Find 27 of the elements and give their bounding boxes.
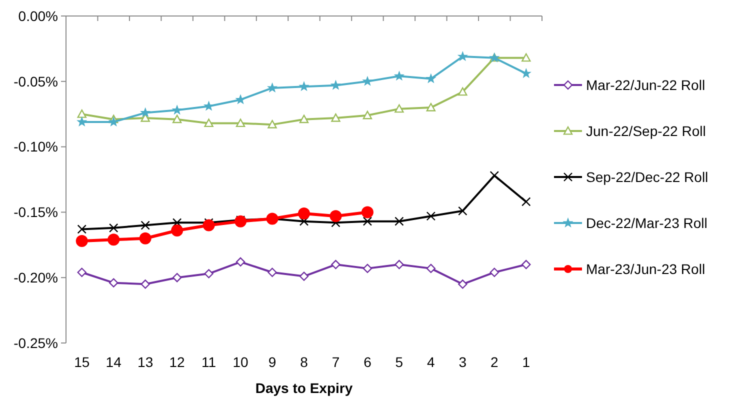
x-tick-label: 5 bbox=[395, 354, 404, 370]
x-tick-label: 13 bbox=[138, 354, 154, 370]
x-tick-label: 7 bbox=[332, 354, 340, 370]
legend-label: Mar-23/Jun-23 Roll bbox=[586, 260, 706, 277]
y-tick-label: -0.25% bbox=[14, 334, 58, 351]
x-tick-label: 8 bbox=[300, 354, 308, 370]
x-tick-label: 4 bbox=[427, 354, 436, 370]
legend-label: Sep-22/Dec-22 Roll bbox=[586, 168, 708, 185]
x-tick-label: 6 bbox=[364, 354, 372, 370]
x-tick-label: 10 bbox=[232, 354, 249, 370]
x-tick-label: 1 bbox=[522, 354, 530, 370]
y-tick-label: 0.00% bbox=[18, 8, 58, 24]
x-tick-label: 3 bbox=[458, 354, 467, 370]
x-axis-title: Days to Expiry bbox=[255, 380, 353, 396]
x-tick-label: 11 bbox=[202, 354, 216, 370]
legend-label: Jun-22/Sep-22 Roll bbox=[586, 122, 706, 139]
y-tick-label: -0.15% bbox=[14, 204, 58, 220]
x-tick-label: 14 bbox=[106, 354, 122, 370]
legend-label: Mar-22/Jun-22 Roll bbox=[586, 76, 706, 93]
y-tick-label: -0.20% bbox=[14, 270, 58, 286]
x-tick-label: 12 bbox=[169, 354, 186, 370]
y-tick-label: -0.05% bbox=[14, 73, 58, 90]
x-tick-label: 9 bbox=[268, 354, 276, 370]
x-tick-label: 2 bbox=[490, 354, 498, 370]
x-tick-label: 15 bbox=[74, 354, 90, 370]
legend-label: Dec-22/Mar-23 Roll bbox=[586, 214, 708, 231]
y-tick-label: -0.10% bbox=[14, 138, 58, 155]
